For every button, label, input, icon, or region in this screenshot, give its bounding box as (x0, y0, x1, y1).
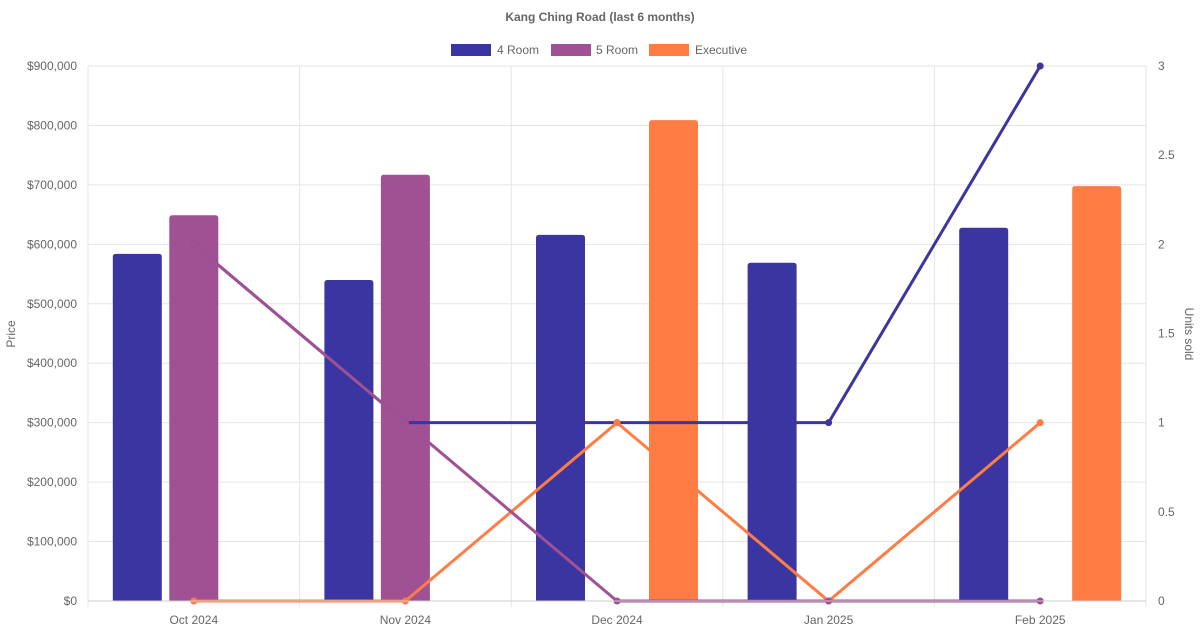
point-4-room[interactable] (1036, 62, 1044, 70)
legend-item-executive[interactable]: Executive (649, 43, 747, 57)
legend-label: 5 Room (596, 43, 638, 57)
bar-executive[interactable] (1072, 186, 1122, 602)
legend-label: Executive (695, 43, 747, 57)
line-executive (193, 420, 1042, 603)
y-tick-label: $400,000 (27, 356, 77, 370)
legend-item-5-room[interactable]: 5 Room (551, 43, 638, 57)
x-tick-label: Dec 2024 (591, 613, 643, 627)
y-axis-label: Price (4, 320, 18, 348)
bar-4-room[interactable] (536, 234, 585, 602)
point-5-room[interactable] (190, 240, 198, 248)
x-tick-label: Jan 2025 (804, 613, 854, 627)
y-tick-label: $500,000 (27, 297, 77, 311)
bar-4-room[interactable] (112, 253, 162, 601)
bar-4-room[interactable] (959, 227, 1009, 601)
legend-swatch (649, 44, 689, 56)
y2-tick-label: 2.5 (1158, 148, 1175, 162)
bar-5-room[interactable] (380, 174, 430, 602)
y2-tick-label: 1 (1158, 416, 1165, 430)
legend-label: 4 Room (497, 43, 539, 57)
lines (190, 62, 1044, 605)
bars (112, 120, 1122, 602)
y2-axis-label: Units sold (1182, 308, 1196, 361)
point-executive[interactable] (1036, 419, 1044, 427)
y-tick-label: $800,000 (27, 118, 77, 132)
point-4-room[interactable] (825, 419, 833, 427)
point-executive[interactable] (613, 419, 621, 427)
chart-title: Kang Ching Road (last 6 months) (505, 10, 694, 24)
y-tick-label: $900,000 (27, 59, 77, 73)
legend: 4 Room 5 Room Executive (451, 43, 747, 57)
legend-swatch (451, 44, 491, 56)
y2-tick-label: 3 (1158, 59, 1165, 73)
y-tick-label: $600,000 (27, 237, 77, 251)
y-tick-label: $200,000 (27, 475, 77, 489)
x-tick-label: Nov 2024 (380, 613, 432, 627)
y-tick-label: $300,000 (27, 416, 77, 430)
y2-tick-label: 2 (1158, 237, 1165, 251)
bar-4-room[interactable] (747, 262, 797, 601)
x-tick-label: Feb 2025 (1015, 613, 1066, 627)
x-tick-label: Oct 2024 (169, 613, 218, 627)
y2-tick-label: 1.5 (1158, 327, 1175, 341)
axes: $0 $100,000 $200,000 $300,000 $400,000 $500,0… (27, 59, 1175, 627)
legend-item-4-room[interactable]: 4 Room (451, 43, 539, 57)
bar-4-room[interactable] (324, 280, 374, 601)
bar-5-room[interactable] (169, 215, 219, 601)
y-tick-label: $100,000 (27, 535, 77, 549)
legend-swatch (551, 44, 591, 56)
y2-tick-label: 0.5 (1158, 505, 1175, 519)
y-tick-label: $700,000 (27, 178, 77, 192)
y-tick-label: $0 (64, 594, 78, 608)
y2-tick-label: 0 (1158, 594, 1165, 608)
bar-executive[interactable] (649, 120, 698, 601)
point-5-room[interactable] (401, 419, 409, 427)
